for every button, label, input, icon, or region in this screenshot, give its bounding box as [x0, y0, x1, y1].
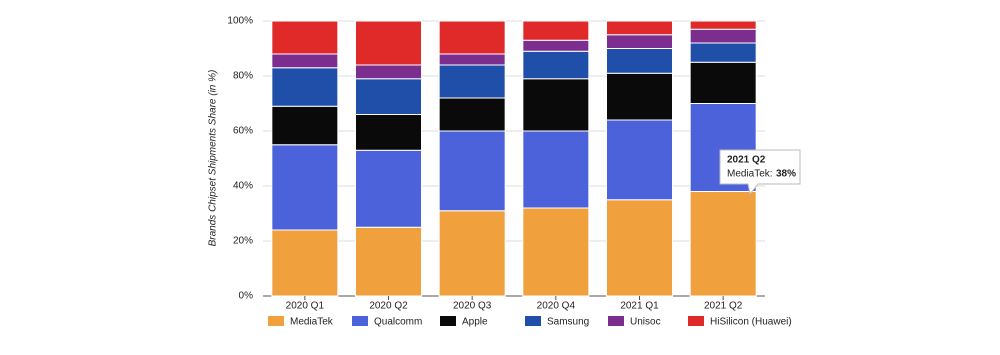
bar-segment: [355, 114, 422, 151]
y-tick-label: 0%: [239, 291, 254, 302]
y-tick-label: 60%: [233, 126, 253, 137]
bar-segment: [606, 72, 673, 121]
legend-swatch: [688, 316, 704, 326]
bar-segment: [522, 207, 590, 297]
x-tick-label: 2020 Q4: [537, 301, 576, 312]
legend-label: MediaTek: [290, 317, 334, 328]
bar-segment: [271, 53, 339, 69]
bar-segment: [689, 20, 757, 30]
y-axis-label: Brands Chipset Shipments Share (in %): [208, 70, 219, 247]
tooltip: 2021 Q2 MediaTek: 38%: [719, 149, 801, 196]
bar-segment: [438, 20, 506, 55]
bar-segment: [606, 119, 673, 201]
bar-segment: [355, 226, 422, 297]
legend-swatch: [440, 316, 456, 326]
legend-label: Unisoc: [630, 317, 661, 328]
bar-segment: [522, 130, 590, 209]
y-tick-label: 80%: [233, 71, 253, 82]
bar-segment: [522, 78, 590, 132]
legend-label: Qualcomm: [374, 317, 422, 328]
legend-swatch: [352, 316, 368, 326]
x-tick-label: 2020 Q2: [369, 301, 408, 312]
legend-label: HiSilicon (Huawei): [710, 317, 792, 328]
bar-segment: [438, 53, 506, 66]
bar-segment: [271, 229, 339, 297]
bar-segment: [271, 144, 339, 231]
y-tick-label: 20%: [233, 236, 253, 247]
y-tick-label: 100%: [227, 16, 253, 27]
tooltip-title: 2021 Q2: [727, 155, 766, 166]
bar-segment: [438, 210, 506, 297]
tooltip-box: [719, 149, 801, 196]
bar-segment: [355, 64, 422, 80]
bar-segment: [438, 97, 506, 132]
x-tick-label: 2021 Q1: [620, 301, 659, 312]
bar-segment: [606, 48, 673, 74]
legend-label: Apple: [462, 317, 488, 328]
bar-segment: [271, 67, 339, 107]
legend-label: Samsung: [547, 317, 589, 328]
bar-segment: [271, 20, 339, 55]
x-tick-label: 2021 Q2: [704, 301, 743, 312]
legend-swatch: [608, 316, 624, 326]
tooltip-value: 38%: [776, 169, 796, 180]
bar-segment: [271, 105, 339, 146]
bar-segment: [689, 61, 757, 104]
tooltip-label: MediaTek:: [727, 169, 773, 180]
bar-segment: [689, 42, 757, 63]
bar-segment: [355, 20, 422, 66]
legend-swatch: [525, 316, 541, 326]
bar-segment: [606, 199, 673, 297]
x-tick-label: 2020 Q3: [453, 301, 492, 312]
bar-segment: [522, 50, 590, 80]
bar-segment: [522, 20, 590, 41]
bar-segment: [355, 149, 422, 228]
bar-segment: [606, 34, 673, 49]
legend-swatch: [268, 316, 284, 326]
bar-segment: [689, 191, 757, 297]
bar-segment: [689, 28, 757, 44]
y-tick-label: 40%: [233, 181, 253, 192]
bar-segment: [438, 64, 506, 99]
x-tick-label: 2020 Q1: [286, 301, 325, 312]
bar-segment: [606, 20, 673, 36]
bar-segment: [522, 39, 590, 52]
bar-segment: [355, 78, 422, 115]
bar-segment: [438, 130, 506, 212]
